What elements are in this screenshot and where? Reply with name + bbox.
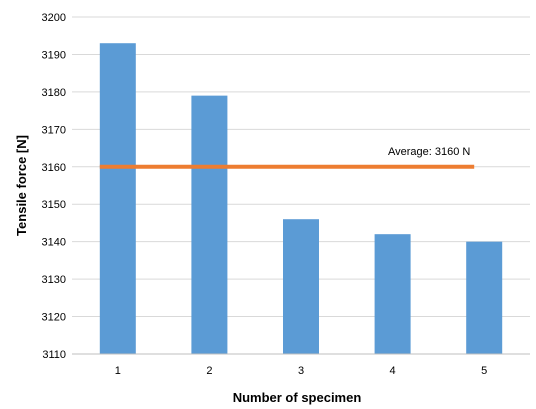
bar [191,95,228,354]
x-tick-labels: 1 2 3 4 5 [115,365,488,377]
y-tick-label: 3160 [42,162,66,174]
bars [99,43,503,354]
x-tick-label: 2 [206,365,212,377]
x-tick-label: 4 [390,365,396,377]
y-tick-label: 3170 [42,124,66,136]
y-tick-labels: 3110 3120 3130 3140 3150 3160 3170 3180 3190 3200 [42,12,66,361]
x-axis-title: Number of specimen [233,390,362,405]
y-axis-title: Tensile force [N] [14,135,29,236]
y-tick-label: 3110 [42,349,66,361]
y-tick-label: 3180 [42,87,66,99]
bar [99,43,136,354]
x-tick-label: 1 [115,365,121,377]
y-tick-label: 3140 [42,237,66,249]
y-tick-label: 3130 [42,274,66,286]
y-tick-label: 3200 [42,12,66,24]
average-label: Average: 3160 N [388,146,470,158]
bar [374,234,411,354]
y-tick-label: 3190 [42,49,66,61]
y-tick-label: 3150 [42,199,66,211]
bar [466,241,503,354]
bar [283,219,319,354]
x-tick-label: 3 [298,365,304,377]
x-tick-label: 5 [481,365,487,377]
y-tick-label: 3120 [42,312,66,324]
